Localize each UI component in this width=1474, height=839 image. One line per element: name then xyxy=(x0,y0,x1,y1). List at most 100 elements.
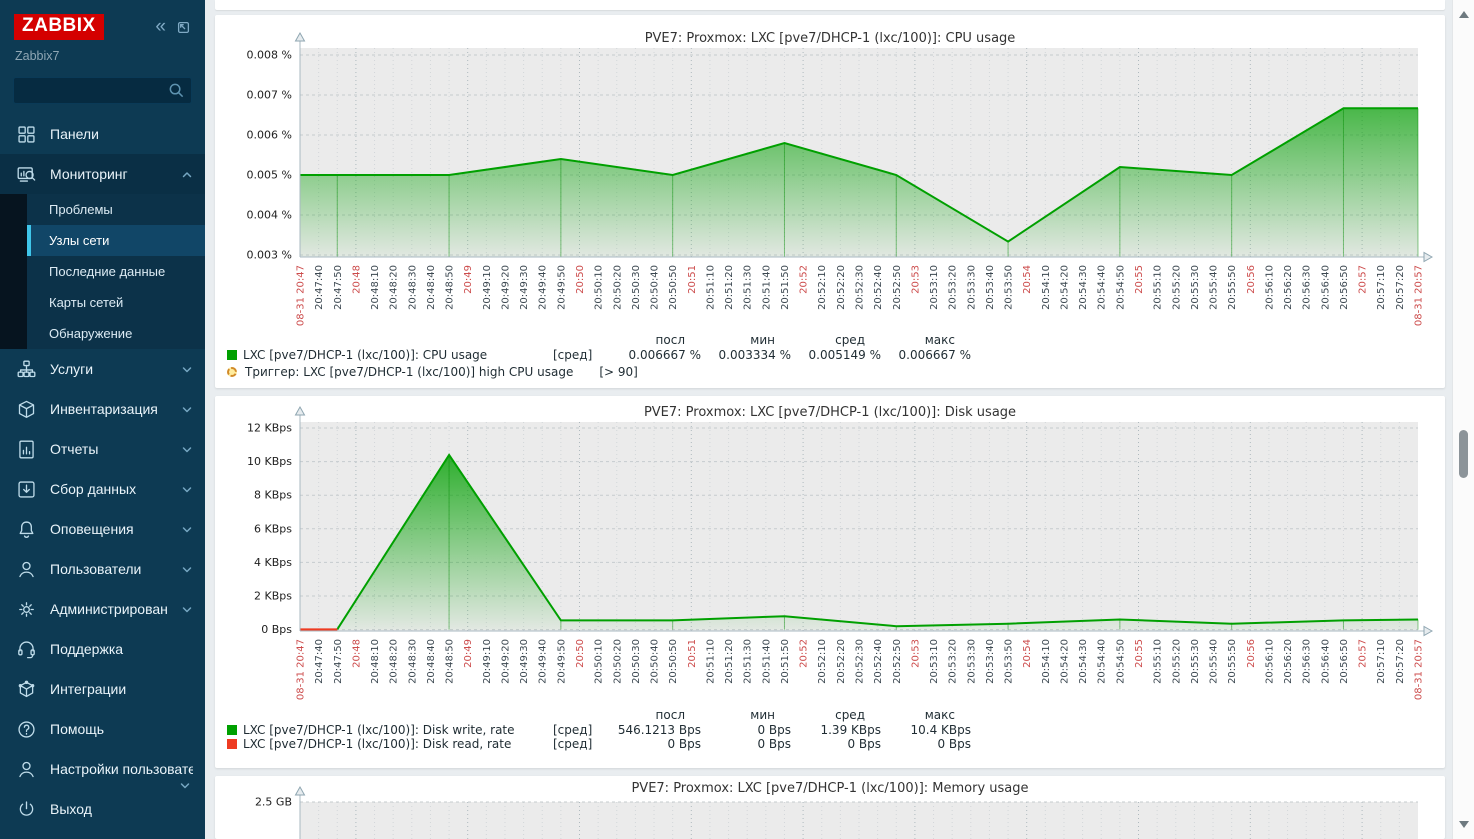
sidebar-footer-item-Выход[interactable]: Выход xyxy=(0,789,205,829)
submenu-item-Карты сетей[interactable]: Карты сетей xyxy=(27,287,205,318)
svg-text:20:48:40: 20:48:40 xyxy=(426,639,437,684)
svg-text:4 KBps: 4 KBps xyxy=(254,556,292,569)
legend-value: 0 Bps xyxy=(757,737,791,751)
svg-text:20:51:40: 20:51:40 xyxy=(761,639,772,684)
sidebar-footer-item-Помощь[interactable]: Помощь xyxy=(0,709,205,749)
svg-text:20:52:10: 20:52:10 xyxy=(817,265,828,310)
legend-col-header: макс xyxy=(924,708,955,722)
chevron-down-icon xyxy=(181,524,193,535)
svg-text:20:51:10: 20:51:10 xyxy=(705,639,716,684)
sidebar-footer-item-wrap: Интеграции xyxy=(0,669,205,709)
sidebar-item-Отчеты[interactable]: Отчеты xyxy=(0,429,205,469)
collapse-sidebar-icon[interactable]: « xyxy=(155,16,166,37)
svg-text:20:53:50: 20:53:50 xyxy=(1004,265,1015,310)
svg-text:20:57:20: 20:57:20 xyxy=(1395,639,1406,684)
sidebar-item-Пользователи[interactable]: Пользователи xyxy=(0,549,205,589)
sidebar-item-Инвентаризация[interactable]: Инвентаризация xyxy=(0,389,205,429)
submenu-item-label: Обнаружение xyxy=(49,326,133,341)
sidebar-footer-item-Настройки пользователя[interactable]: Настройки пользователя xyxy=(0,749,205,789)
sidebar-item-wrap: Панели xyxy=(0,114,205,154)
menu-item-label: Мониторинг xyxy=(50,166,128,182)
svg-text:20:54: 20:54 xyxy=(1022,639,1033,668)
svg-text:20:55:30: 20:55:30 xyxy=(1190,265,1201,310)
legend-value: 1.39 KBps xyxy=(820,722,881,737)
svg-text:20:56:50: 20:56:50 xyxy=(1339,265,1350,310)
svg-text:20:49:10: 20:49:10 xyxy=(482,639,493,684)
alerts-icon xyxy=(16,519,37,540)
svg-text:20:50:10: 20:50:10 xyxy=(594,265,605,310)
sidebar-item-Услуги[interactable]: Услуги xyxy=(0,349,205,389)
menu-item-label: Пользователи xyxy=(50,561,142,577)
reports-icon xyxy=(16,439,37,460)
svg-text:20:51:30: 20:51:30 xyxy=(743,639,754,684)
sidebar-item-Оповещения[interactable]: Оповещения xyxy=(0,509,205,549)
memory-usage-chart[interactable]: 2.5 GB xyxy=(215,776,1445,839)
svg-text:20:48:50: 20:48:50 xyxy=(445,639,456,684)
svg-text:0.004 %: 0.004 % xyxy=(247,209,292,222)
sidebar-item-Сбор данных[interactable]: Сбор данных xyxy=(0,469,205,509)
sidebar-item-Панели[interactable]: Панели xyxy=(0,114,205,154)
svg-text:2.5 GB: 2.5 GB xyxy=(255,796,292,809)
svg-text:08-31 20:47: 08-31 20:47 xyxy=(296,265,307,326)
submenu-item-Узлы сети[interactable]: Узлы сети xyxy=(27,225,205,256)
vertical-scrollbar[interactable] xyxy=(1452,0,1474,839)
svg-text:08-31 20:47: 08-31 20:47 xyxy=(296,639,307,700)
sidebar-footer-item-wrap: Помощь xyxy=(0,709,205,749)
svg-text:20:53:40: 20:53:40 xyxy=(985,265,996,310)
search-input[interactable] xyxy=(13,77,192,104)
svg-text:20:54:10: 20:54:10 xyxy=(1041,265,1052,310)
legend-col-header: макс xyxy=(924,333,955,347)
svg-text:0.003 %: 0.003 % xyxy=(247,249,292,262)
svg-text:6 KBps: 6 KBps xyxy=(254,522,292,535)
main-content: PVE7: Proxmox: LXC [pve7/DHCP-1 (lxc/100… xyxy=(205,0,1452,839)
svg-text:20:54:30: 20:54:30 xyxy=(1078,265,1089,310)
submenu-item-Проблемы[interactable]: Проблемы xyxy=(27,194,205,225)
disk-usage-graph-card: PVE7: Proxmox: LXC [pve7/DHCP-1 (lxc/100… xyxy=(215,396,1445,768)
sidebar-item-Администрирование[interactable]: Администрирование xyxy=(0,589,205,629)
sidebar-footer-item-Интеграции[interactable]: Интеграции xyxy=(0,669,205,709)
svg-text:20:54:30: 20:54:30 xyxy=(1078,639,1089,684)
cpu-usage-chart[interactable]: 0.008 % 0.007 % 0.006 % 0.005 % 0.004 % 0.003… xyxy=(215,15,1445,388)
svg-text:20:55:30: 20:55:30 xyxy=(1190,639,1201,684)
submenu-item-Обнаружение[interactable]: Обнаружение xyxy=(27,318,205,349)
svg-text:20:51:20: 20:51:20 xyxy=(724,639,735,684)
svg-text:0.005 %: 0.005 % xyxy=(247,169,292,182)
scrollbar-thumb[interactable] xyxy=(1459,430,1468,478)
sidebar-item-wrap: Отчеты xyxy=(0,429,205,469)
svg-text:20:57:10: 20:57:10 xyxy=(1376,639,1387,684)
disk-usage-legend: посл мин сред макс LXC [pve7/DHCP-1 (lxc/100… xyxy=(227,708,971,752)
help-icon xyxy=(16,719,37,740)
legend-col-header: сред xyxy=(835,708,865,722)
zabbix-logo[interactable]: ZABBIX xyxy=(14,14,104,40)
legend-series-param: [сред] xyxy=(553,737,593,751)
chevron-down-icon xyxy=(179,780,191,791)
svg-text:20:50: 20:50 xyxy=(575,639,586,668)
sidebar-item-Мониторинг[interactable]: Мониторинг xyxy=(0,154,205,194)
legend-value: 0.006667 % xyxy=(628,347,701,362)
svg-text:20:51:10: 20:51:10 xyxy=(705,265,716,310)
sidebar-item-wrap: Мониторинг Проблемы Узлы сети Последние дан… xyxy=(0,154,205,349)
secondary-menu: Поддержка Интеграции Помощь Настройки польз… xyxy=(0,629,205,839)
disk-usage-chart[interactable]: 12 KBps 10 KBps 8 KBps 6 KBps 4 KBps 2 KBps 0 … xyxy=(215,396,1445,768)
submenu-item-Последние данные[interactable]: Последние данные xyxy=(27,256,205,287)
svg-text:20:53: 20:53 xyxy=(910,639,921,668)
search-icon[interactable] xyxy=(168,82,185,104)
svg-text:20:54:20: 20:54:20 xyxy=(1059,265,1070,310)
data-collection-icon xyxy=(16,479,37,500)
svg-text:20:54: 20:54 xyxy=(1022,265,1033,294)
svg-text:20:53:10: 20:53:10 xyxy=(929,639,940,684)
svg-text:0.006 %: 0.006 % xyxy=(247,129,292,142)
svg-text:20:55: 20:55 xyxy=(1134,265,1145,294)
sidebar-footer-item-wrap: Выход xyxy=(0,789,205,829)
scrollbar-down-icon[interactable] xyxy=(1459,821,1469,828)
scrollbar-up-icon[interactable] xyxy=(1459,11,1469,18)
svg-text:8 KBps: 8 KBps xyxy=(254,489,292,502)
svg-text:20:53: 20:53 xyxy=(910,265,921,294)
hide-sidebar-icon[interactable] xyxy=(176,20,191,35)
svg-text:20:50: 20:50 xyxy=(575,265,586,294)
administration-icon xyxy=(16,599,37,620)
chevron-down-icon xyxy=(181,404,193,415)
trigger-label: Триггер: LXC [pve7/DHCP-1 (lxc/100)] hig… xyxy=(245,365,574,379)
svg-text:20:49:20: 20:49:20 xyxy=(500,639,511,684)
sidebar-footer-item-Поддержка[interactable]: Поддержка xyxy=(0,629,205,669)
